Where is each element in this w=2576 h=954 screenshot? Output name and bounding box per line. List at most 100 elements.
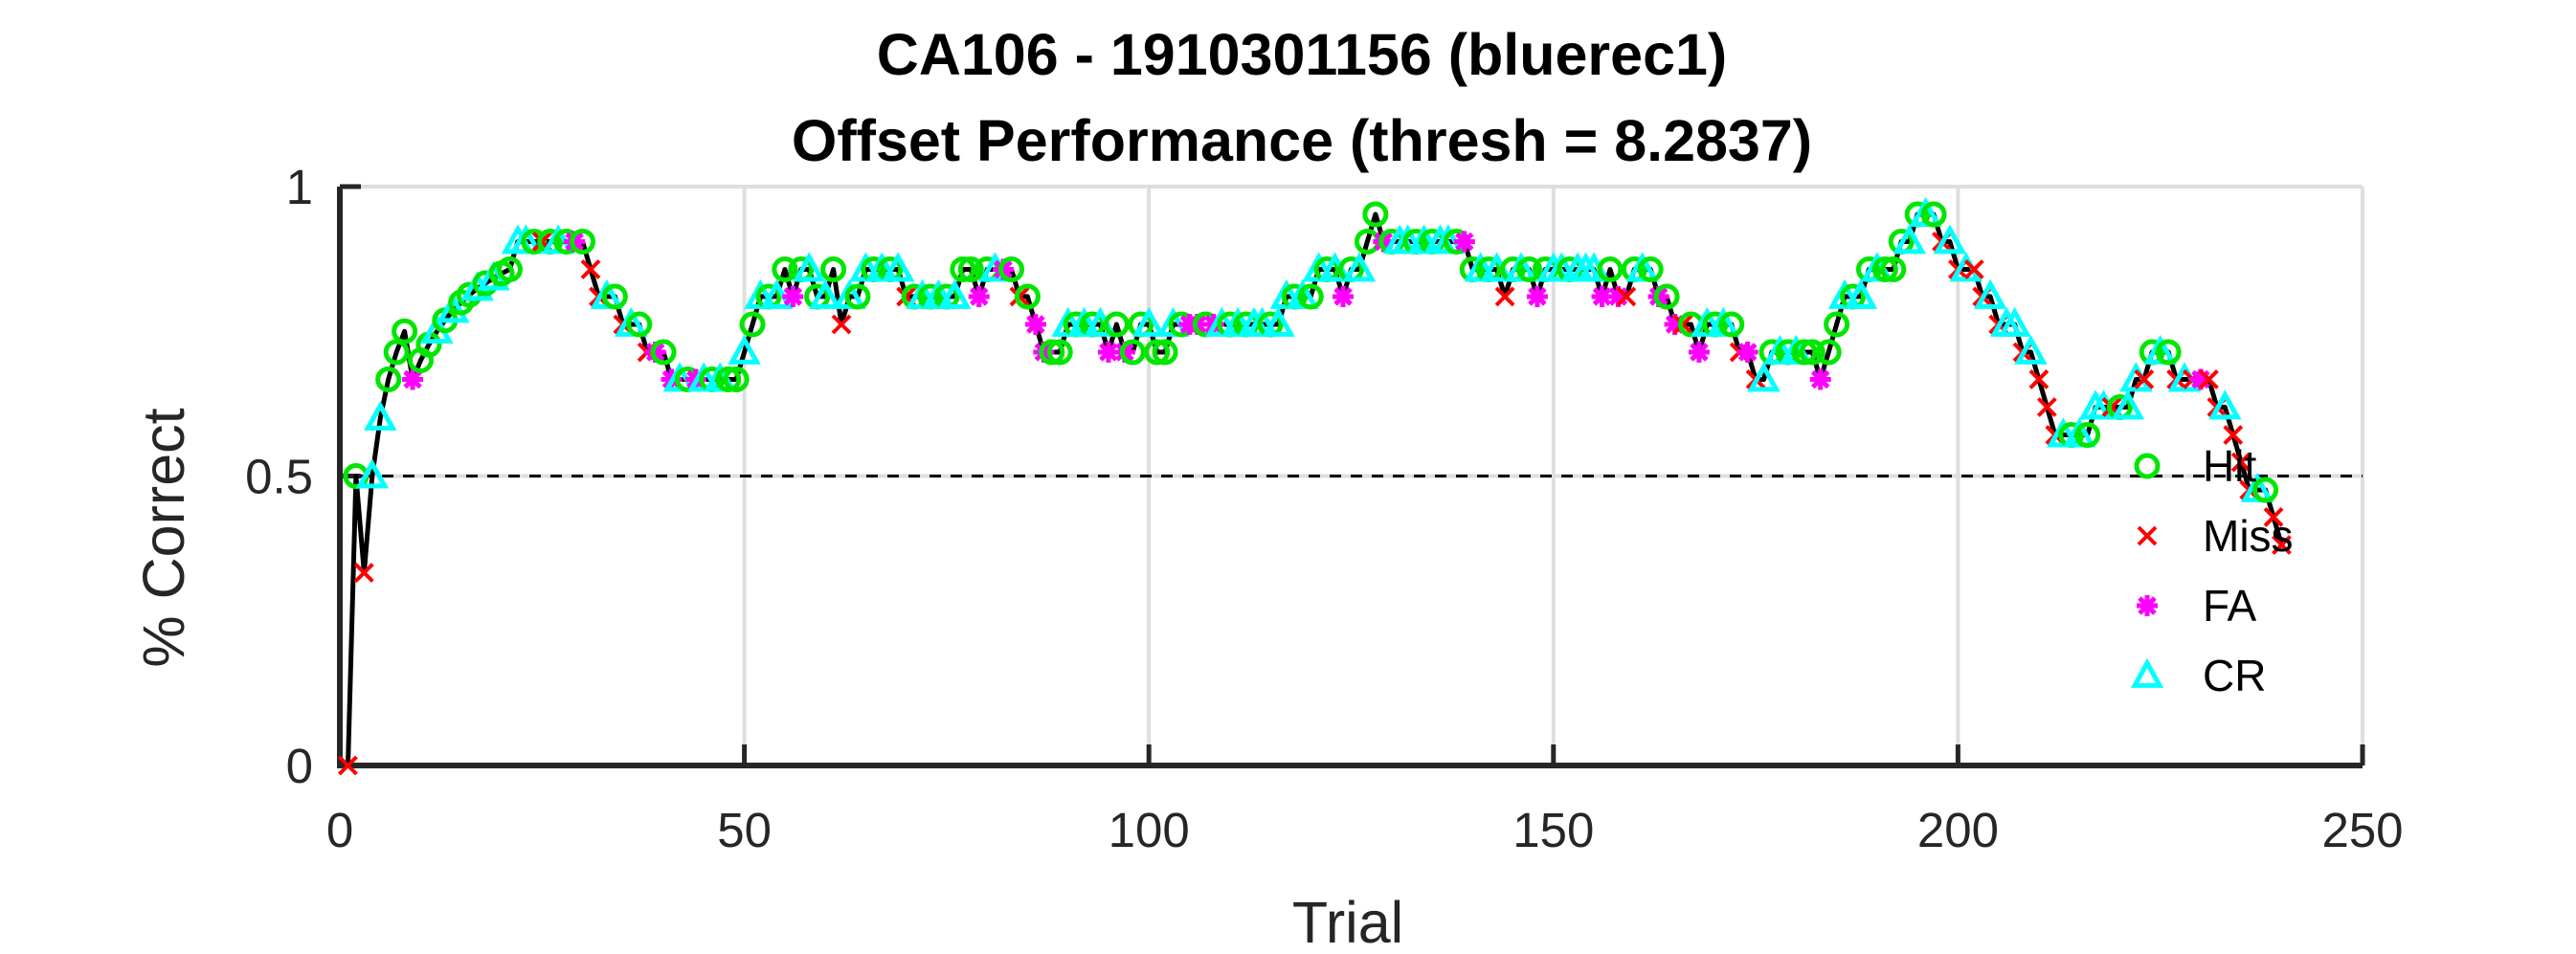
marker-miss — [2036, 397, 2057, 417]
marker-fa — [1736, 342, 1758, 364]
marker-miss — [2134, 369, 2155, 389]
marker-cr — [364, 400, 397, 431]
marker-cr — [792, 252, 826, 282]
marker-cr — [1933, 224, 1967, 255]
marker-fa — [402, 368, 424, 390]
marker-hit — [1880, 256, 1907, 283]
marker-cr — [938, 278, 972, 309]
marker-hit — [1871, 256, 1898, 283]
marker-hit — [1297, 283, 1324, 310]
marker-hit — [1824, 311, 1850, 338]
marker-miss — [338, 755, 358, 776]
marker-cr — [1747, 362, 1781, 392]
marker-cr — [2208, 389, 2242, 420]
marker-cr — [1973, 278, 2007, 309]
marker-hit — [1152, 339, 1178, 366]
x-axis-label: Trial — [1292, 890, 1403, 954]
legend-label-hit: Hit — [2203, 441, 2256, 491]
y-tick-label: 0 — [286, 739, 313, 793]
marker-hit — [772, 256, 798, 283]
marker-miss — [1494, 286, 1515, 307]
marker-miss — [2263, 507, 2284, 527]
marker-hit — [2155, 339, 2182, 366]
trial-markers — [338, 196, 2292, 776]
y-tick-label: 1 — [286, 160, 313, 214]
marker-fa — [1186, 313, 1208, 335]
marker-fa — [1453, 231, 1475, 253]
marker-hit — [957, 256, 984, 283]
marker-hit — [1597, 256, 1624, 283]
marker-fa — [1033, 342, 1055, 364]
marker-hit — [1515, 256, 1542, 283]
marker-cr — [1998, 306, 2031, 337]
marker-hit — [950, 256, 976, 283]
marker-fa — [968, 285, 990, 307]
marker-hit — [844, 283, 871, 310]
marker-cr — [2111, 389, 2145, 420]
marker-cr — [1131, 306, 1166, 337]
marker-hit — [2252, 477, 2279, 503]
x-tick-label: 100 — [1109, 803, 1190, 857]
marker-miss — [1963, 259, 1984, 279]
legend-marker-hit — [2134, 453, 2161, 479]
marker-fa — [1113, 342, 1135, 364]
chart-title-line-2: Offset Performance (thresh = 8.2837) — [792, 108, 1812, 173]
marker-hit — [375, 366, 402, 392]
x-tick-label: 50 — [717, 803, 772, 857]
marker-fa — [782, 285, 804, 307]
marker-hit — [1119, 339, 1146, 366]
marker-hit — [723, 366, 750, 392]
marker-hit — [601, 283, 628, 310]
marker-miss — [2223, 425, 2244, 445]
marker-hit — [1718, 311, 1745, 338]
marker-hit — [1362, 201, 1389, 228]
marker-fa — [1664, 313, 1686, 335]
marker-miss — [2028, 369, 2050, 389]
marker-cr — [1844, 278, 1878, 309]
marker-hit — [715, 366, 742, 392]
marker-hit — [1014, 283, 1041, 310]
x-tick-label: 0 — [326, 803, 353, 857]
legend-label-cr: CR — [2203, 651, 2266, 700]
marker-fa — [1333, 285, 1355, 307]
marker-hit — [739, 311, 766, 338]
marker-hit — [1046, 339, 1073, 366]
marker-hit — [570, 228, 596, 255]
y-tick-label: 0.5 — [245, 450, 313, 504]
marker-cr — [1262, 306, 1295, 337]
marker-fa — [644, 342, 666, 364]
marker-hit — [820, 256, 847, 283]
legend-label-miss: Miss — [2203, 511, 2294, 561]
marker-miss — [2272, 535, 2292, 555]
marker-cr — [437, 293, 470, 323]
marker-fa — [993, 258, 1015, 280]
marker-cr — [355, 458, 390, 489]
tick-labels: 0 50 100 150 200 250 0 0.5 1 — [245, 160, 2403, 857]
marker-hit — [1144, 339, 1171, 366]
marker-fa — [1591, 285, 1613, 307]
legend: Hit Miss FA CR — [2130, 441, 2294, 700]
marker-miss — [353, 563, 374, 583]
legend-marker-miss — [2137, 525, 2158, 546]
marker-cr — [1342, 252, 1377, 282]
marker-cr — [1893, 224, 1926, 255]
marker-fa — [1688, 342, 1710, 364]
marker-cr — [2014, 334, 2048, 365]
marker-fa — [1024, 313, 1046, 335]
x-tick-label: 250 — [2321, 803, 2403, 857]
marker-hit — [1815, 339, 1842, 366]
marker-fa — [2189, 368, 2211, 390]
x-tick-label: 150 — [1512, 803, 1594, 857]
marker-miss — [2198, 369, 2219, 389]
marker-fa — [564, 231, 586, 253]
marker-fa — [1809, 368, 1831, 390]
x-tick-label: 200 — [1917, 803, 1999, 857]
marker-hit — [496, 256, 523, 283]
marker-miss — [2230, 452, 2251, 473]
marker-hit — [1103, 311, 1130, 338]
marker-hit — [1791, 339, 1818, 366]
marker-hit — [998, 256, 1025, 283]
marker-cr — [808, 278, 842, 309]
marker-miss — [1009, 286, 1030, 307]
